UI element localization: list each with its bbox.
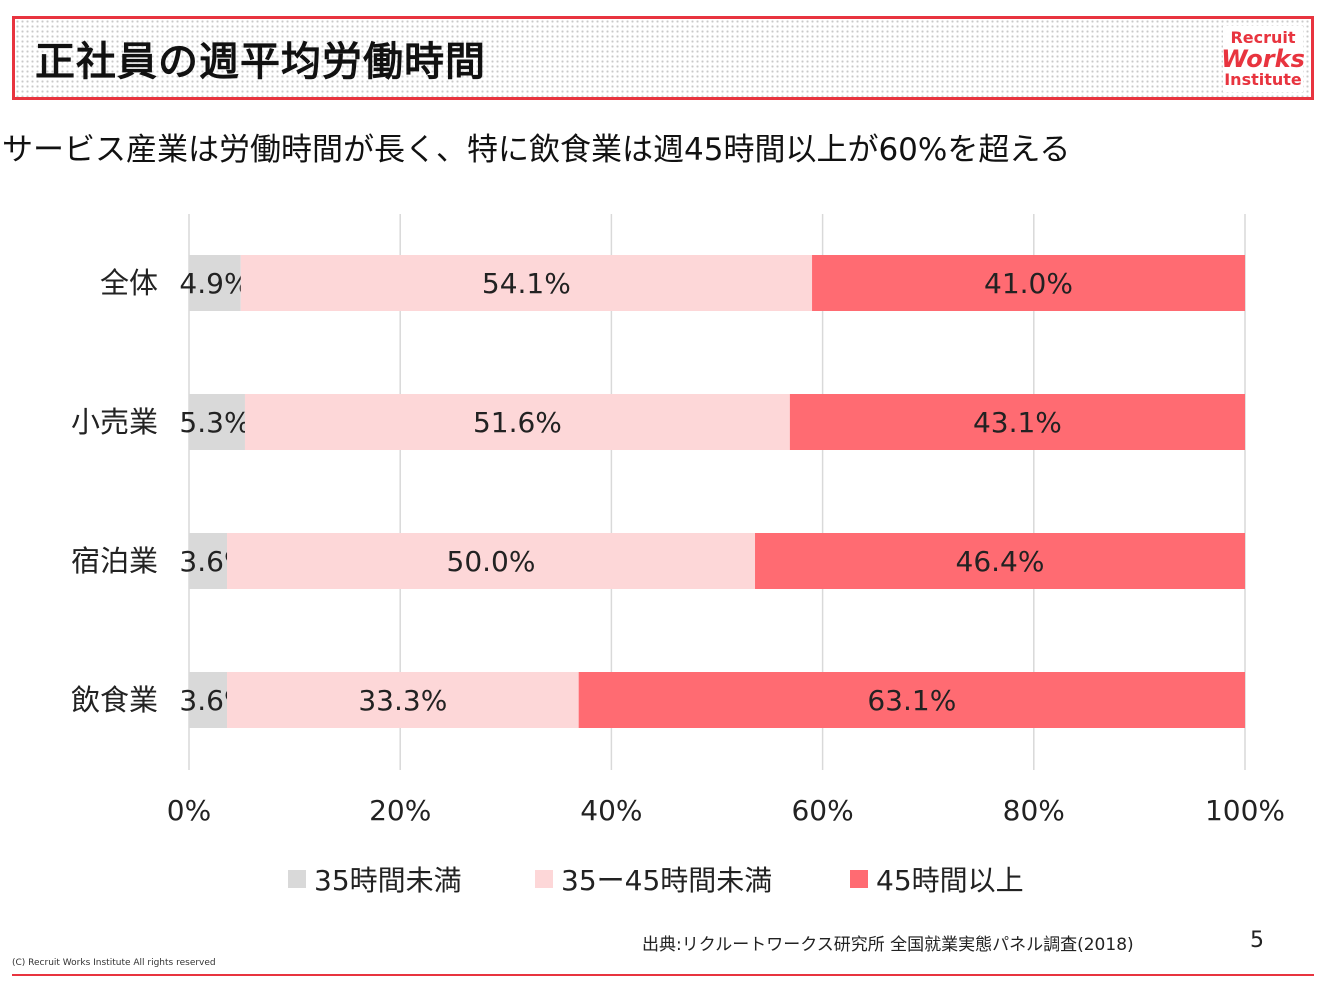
page-title: 正社員の週平均労働時間 xyxy=(35,39,486,85)
page-number: 5 xyxy=(1250,928,1264,953)
x-tick-label: 100% xyxy=(1205,794,1285,827)
x-tick-label: 0% xyxy=(167,794,211,827)
bar-segment xyxy=(189,394,245,450)
bar-segment xyxy=(578,672,1245,728)
data-label: 5.3% xyxy=(179,406,250,439)
category-label: 全体 xyxy=(100,266,158,300)
data-label: 41.0% xyxy=(984,267,1073,300)
data-label: 50.0% xyxy=(447,545,536,578)
bar-segment xyxy=(227,533,756,589)
copyright-notice: (C) Recruit Works Institute All rights r… xyxy=(12,958,216,968)
x-tick-label: 40% xyxy=(580,794,642,827)
legend-label: 35時間未満 xyxy=(314,864,462,897)
legend-label: 35ー45時間未満 xyxy=(561,864,772,897)
bar-segment xyxy=(812,255,1245,311)
bar-segment xyxy=(244,394,790,450)
source-note: 出典:リクルートワークス研究所 全国就業実態パネル調査(2018) xyxy=(642,935,1134,955)
logo-line-2: Works xyxy=(1221,45,1305,73)
x-tick-label: 20% xyxy=(369,794,431,827)
category-label: 小売業 xyxy=(71,405,158,439)
bar-segment xyxy=(227,672,579,728)
bar-segment xyxy=(789,394,1245,450)
data-label: 51.6% xyxy=(473,406,562,439)
bar-segment xyxy=(240,255,813,311)
data-label: 33.3% xyxy=(358,684,447,717)
data-label: 4.9% xyxy=(179,267,250,300)
footer-divider xyxy=(12,974,1314,976)
bar-segment xyxy=(189,672,228,728)
stacked-bar-chart: 0% 20% 40% 60% 80% 100% 全体 4.9% 54.1% 41.0% 小売業 5.3… xyxy=(71,214,1285,897)
data-label: 46.4% xyxy=(956,545,1045,578)
logo-line-3: Institute xyxy=(1224,70,1302,89)
legend-label: 45時間以上 xyxy=(876,864,1024,897)
legend-swatch xyxy=(535,870,553,888)
x-tick-label: 60% xyxy=(791,794,853,827)
data-label: 43.1% xyxy=(973,406,1062,439)
recruit-works-logo: Recruit Works Institute xyxy=(1221,26,1305,92)
title-banner: 正社員の週平均労働時間 Recruit Works Institute xyxy=(12,16,1314,100)
data-label: 63.1% xyxy=(867,684,956,717)
category-label: 宿泊業 xyxy=(71,544,158,578)
bar-segment xyxy=(189,255,241,311)
bar-segment xyxy=(755,533,1245,589)
x-tick-label: 80% xyxy=(1003,794,1065,827)
page-subtitle: サービス産業は労働時間が長く、特に飲食業は週45時間以上が60%を超える xyxy=(2,132,1071,168)
legend-swatch xyxy=(288,870,306,888)
data-label: 54.1% xyxy=(482,267,571,300)
logo-line-1: Recruit xyxy=(1230,28,1296,47)
category-label: 飲食業 xyxy=(71,683,158,717)
legend-swatch xyxy=(850,870,868,888)
bar-segment xyxy=(189,533,228,589)
